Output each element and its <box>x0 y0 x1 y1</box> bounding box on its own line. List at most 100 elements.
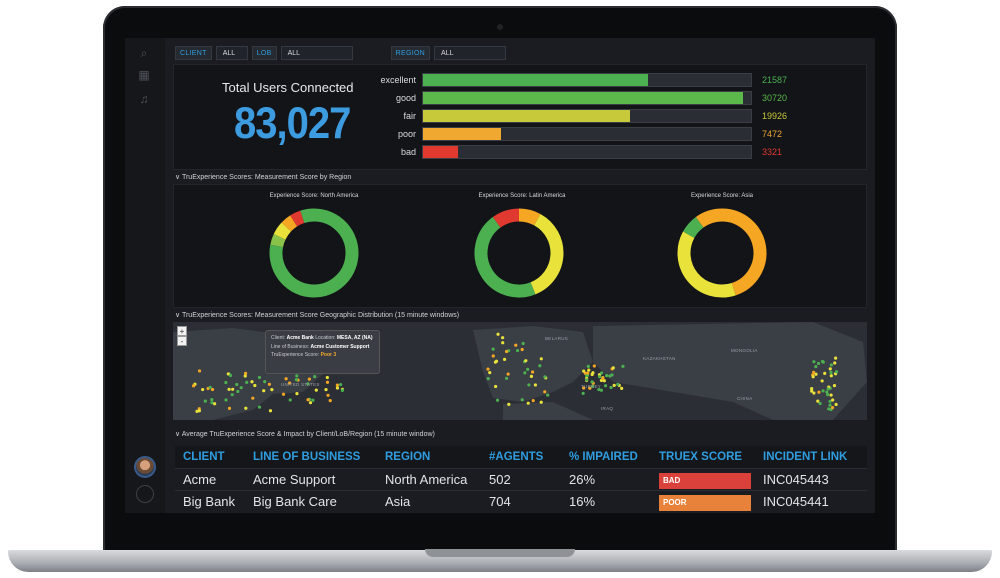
map-location-dot[interactable] <box>820 379 824 383</box>
map-location-dot[interactable] <box>208 385 212 389</box>
map-location-dot[interactable] <box>581 391 585 395</box>
map-location-dot[interactable] <box>612 383 616 388</box>
map-location-dot[interactable] <box>494 384 498 389</box>
map-location-dot[interactable] <box>530 370 535 374</box>
map-location-dot[interactable] <box>224 380 228 385</box>
map-location-dot[interactable] <box>514 343 518 347</box>
donut-segment[interactable] <box>677 231 736 298</box>
map-location-dot[interactable] <box>828 367 832 371</box>
map-location-dot[interactable] <box>306 382 310 386</box>
map-location-dot[interactable] <box>504 349 509 354</box>
map-location-dot[interactable] <box>811 375 815 379</box>
region-filter-select[interactable]: ALL <box>434 46 507 60</box>
map-location-dot[interactable] <box>239 386 243 390</box>
map-location-dot[interactable] <box>831 398 835 402</box>
map-location-dot[interactable] <box>611 366 615 370</box>
header-incident-link[interactable]: INCIDENT LINK <box>763 451 848 463</box>
map-location-dot[interactable] <box>243 374 247 378</box>
map-location-dot[interactable] <box>494 359 499 363</box>
map-location-dot[interactable] <box>538 364 542 368</box>
donut-segment[interactable] <box>530 214 564 295</box>
map-location-dot[interactable] <box>817 390 821 394</box>
map-location-dot[interactable] <box>197 409 201 413</box>
map-location-dot[interactable] <box>833 356 838 360</box>
map-location-dot[interactable] <box>245 380 249 384</box>
map-location-dot[interactable] <box>833 361 837 365</box>
map-location-dot[interactable] <box>263 380 267 384</box>
map-location-dot[interactable] <box>826 387 830 391</box>
map-location-dot[interactable] <box>539 400 543 404</box>
map-location-dot[interactable] <box>262 389 266 393</box>
map-location-dot[interactable] <box>281 392 286 396</box>
map-location-dot[interactable] <box>325 380 330 384</box>
map-location-dot[interactable] <box>307 377 311 381</box>
donut-segment[interactable] <box>518 208 541 226</box>
header-region[interactable]: REGION <box>385 451 431 463</box>
lob-filter-select[interactable]: ALL <box>280 46 353 60</box>
map-location-dot[interactable] <box>313 374 317 379</box>
map-location-dot[interactable] <box>828 399 832 404</box>
map-location-dot[interactable] <box>488 371 492 375</box>
map-location-dot[interactable] <box>486 367 490 371</box>
map-location-dot[interactable] <box>231 387 235 391</box>
map-location-dot[interactable] <box>590 380 594 384</box>
map-location-dot[interactable] <box>543 390 547 394</box>
map-location-dot[interactable] <box>826 393 830 397</box>
map-location-dot[interactable] <box>495 398 500 402</box>
map-location-dot[interactable] <box>284 377 288 381</box>
map-location-dot[interactable] <box>250 380 254 384</box>
map-location-dot[interactable] <box>210 397 214 402</box>
map-location-dot[interactable] <box>585 378 589 382</box>
map-location-dot[interactable] <box>243 371 248 375</box>
incident-link[interactable]: INC045441 <box>763 494 829 509</box>
map-location-dot[interactable] <box>521 341 525 346</box>
map-location-dot[interactable] <box>829 370 833 375</box>
map-location-dot[interactable] <box>616 382 620 386</box>
map-location-dot[interactable] <box>251 396 255 400</box>
map-location-dot[interactable] <box>501 336 505 340</box>
map-location-dot[interactable] <box>520 347 524 352</box>
donut-segment[interactable] <box>281 215 298 232</box>
map-location-dot[interactable] <box>834 370 839 374</box>
map-location-dot[interactable] <box>306 398 310 402</box>
map-location-dot[interactable] <box>610 373 614 377</box>
map-location-dot[interactable] <box>502 357 507 361</box>
map-location-dot[interactable] <box>504 376 509 380</box>
map-location-dot[interactable] <box>834 402 838 407</box>
map-location-dot[interactable] <box>228 373 233 378</box>
map-location-dot[interactable] <box>244 406 248 410</box>
donut-segment[interactable] <box>492 208 520 228</box>
map-location-dot[interactable] <box>308 401 313 405</box>
map-zoom-in-button[interactable]: + <box>177 326 187 336</box>
map-location-dot[interactable] <box>539 357 543 361</box>
map-location-dot[interactable] <box>609 385 613 390</box>
map-location-dot[interactable] <box>533 383 538 387</box>
map-location-dot[interactable] <box>828 403 832 407</box>
map-location-dot[interactable] <box>496 332 500 336</box>
map-location-dot[interactable] <box>531 398 535 403</box>
donut-segment[interactable] <box>269 208 359 298</box>
map-location-dot[interactable] <box>546 393 550 397</box>
map-location-dot[interactable] <box>529 374 534 378</box>
map-location-dot[interactable] <box>257 405 262 409</box>
map-location-dot[interactable] <box>588 386 592 390</box>
impact-section-title[interactable]: ∨ Average TruExperience Score & Impact b… <box>175 431 435 438</box>
map-location-dot[interactable] <box>812 391 816 395</box>
donut-segment[interactable] <box>474 217 536 298</box>
region-section-title[interactable]: ∨ TruExperience Scores: Measurement Scor… <box>175 174 352 181</box>
map-location-dot[interactable] <box>267 382 272 386</box>
map-location-dot[interactable] <box>515 348 520 353</box>
map-location-dot[interactable] <box>236 389 240 394</box>
map-location-dot[interactable] <box>586 371 590 375</box>
map-location-dot[interactable] <box>520 398 524 402</box>
map-location-dot[interactable] <box>501 341 505 345</box>
map-location-dot[interactable] <box>832 384 837 388</box>
map-location-dot[interactable] <box>226 372 230 376</box>
map-location-dot[interactable] <box>507 402 511 406</box>
map-location-dot[interactable] <box>830 406 835 410</box>
map-location-dot[interactable] <box>602 379 606 383</box>
map-location-dot[interactable] <box>582 386 586 390</box>
map-location-dot[interactable] <box>191 384 196 388</box>
map-location-dot[interactable] <box>587 368 591 372</box>
map-location-dot[interactable] <box>829 374 833 378</box>
